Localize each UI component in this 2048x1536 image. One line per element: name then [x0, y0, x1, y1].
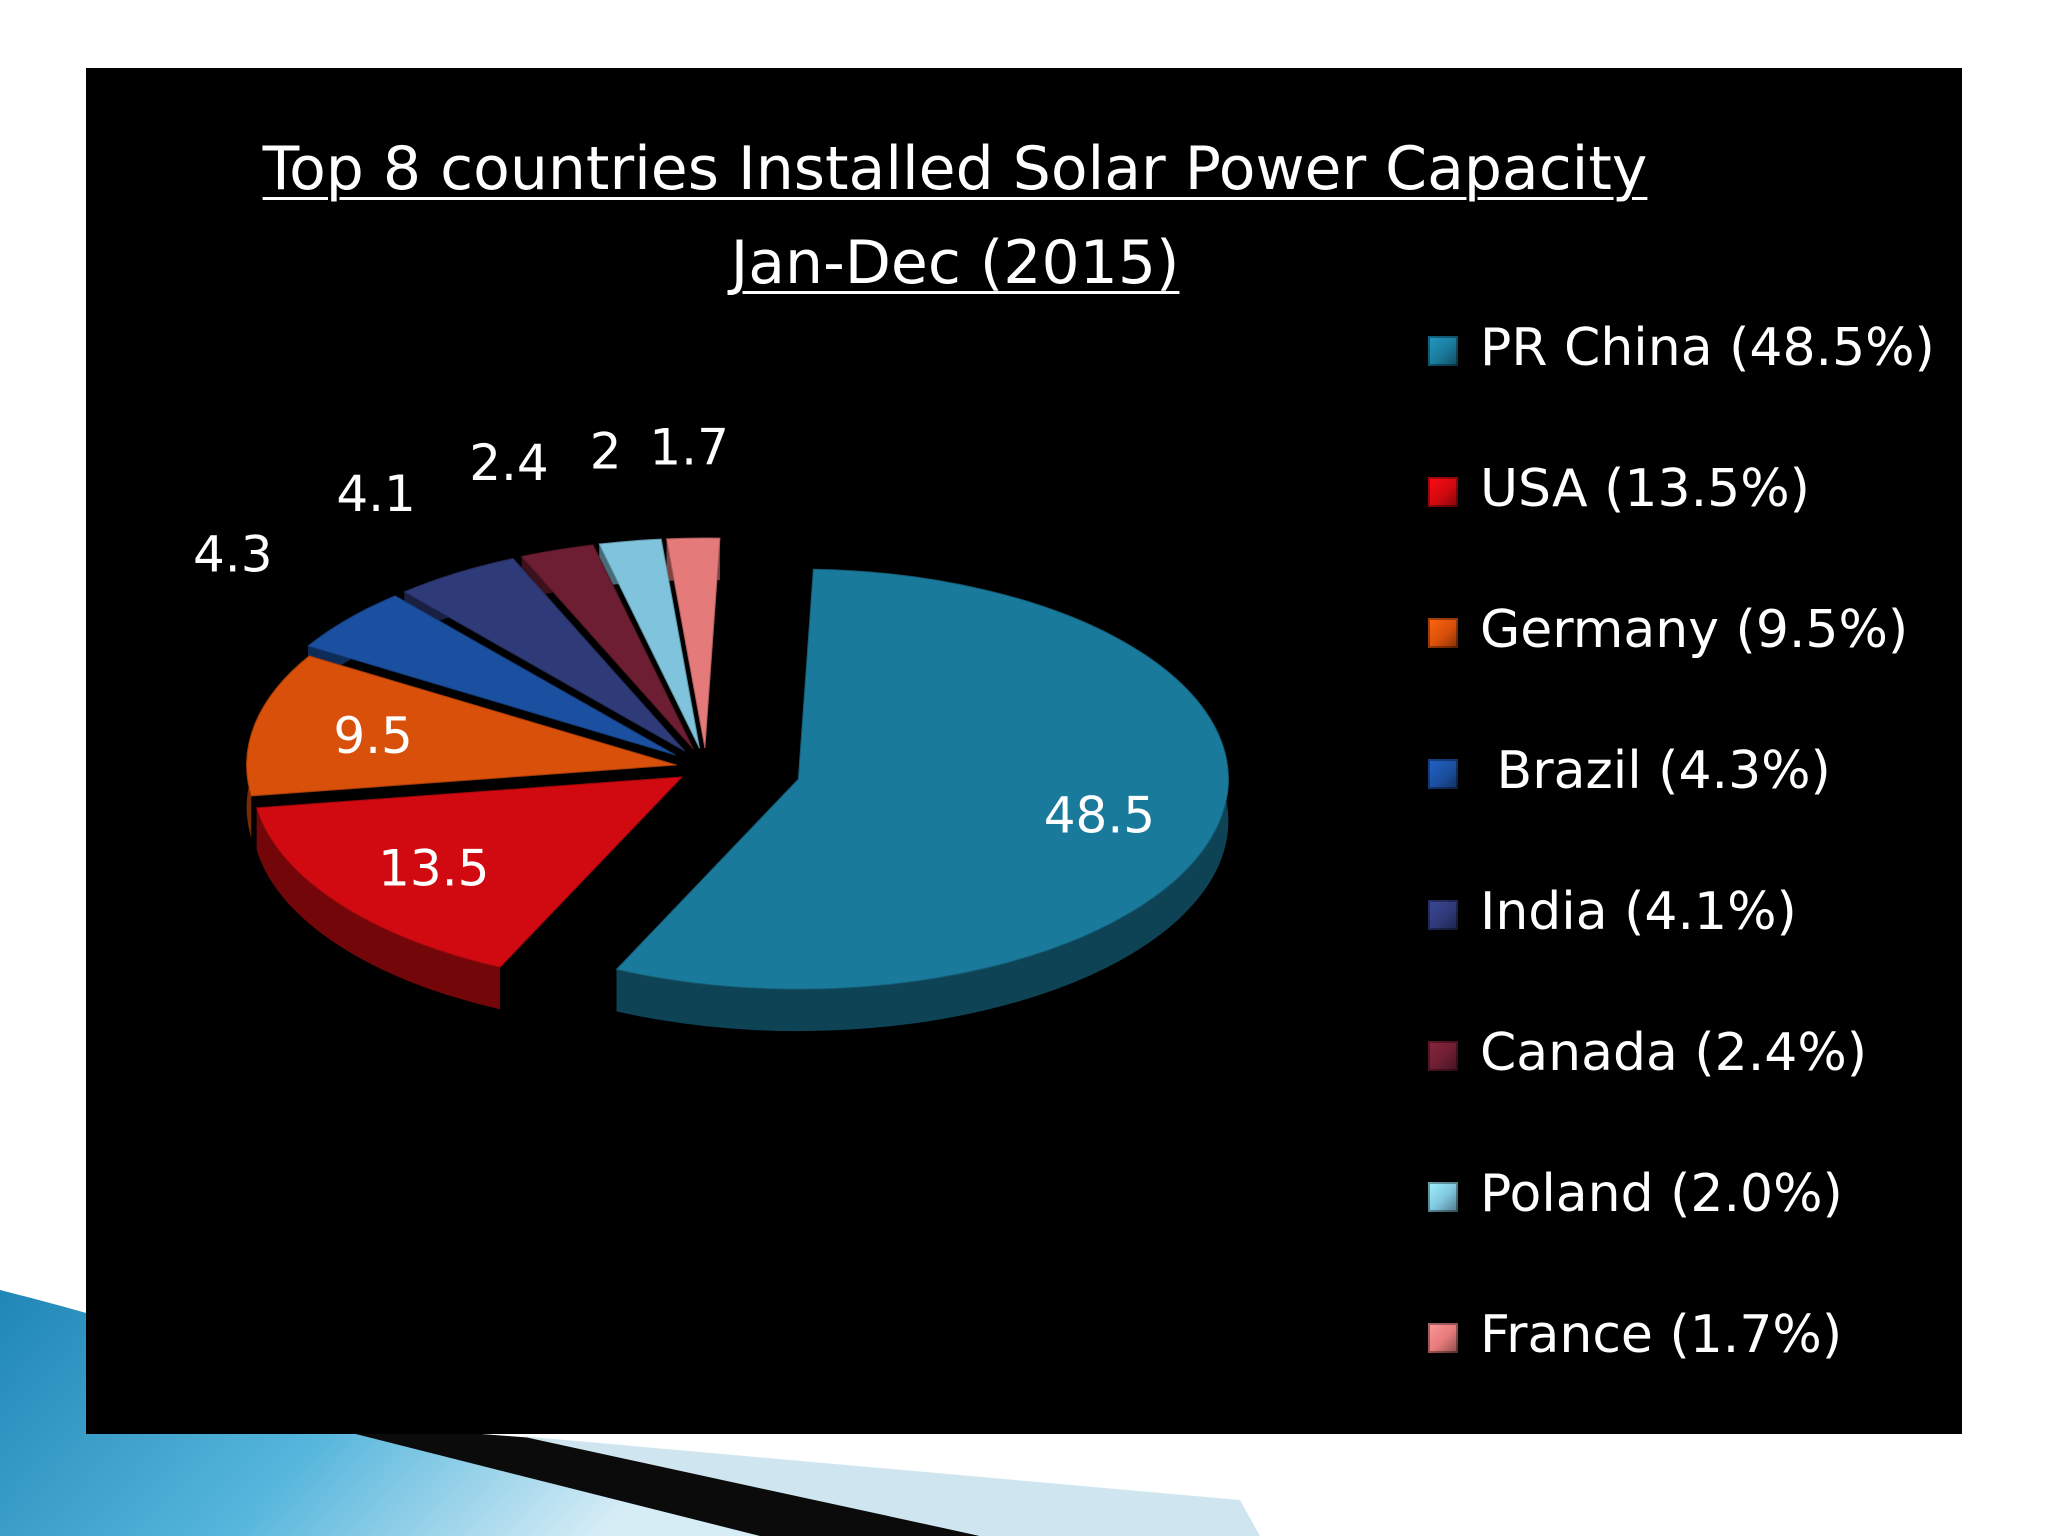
- chart-subtitle: Jan-Dec (2015): [730, 228, 1180, 298]
- legend-label: PR China (48.5%): [1480, 318, 1935, 378]
- pie-slice-france: [665, 537, 721, 749]
- pie-slice-poland: [598, 538, 701, 749]
- legend-swatch: [1428, 1323, 1458, 1353]
- pie-chart: 48.5 13.5 9.5 4.3 4.1 2.4 2 1.7: [193, 419, 1229, 1032]
- pie-slice-germany: [246, 655, 677, 797]
- pie-slice-pr-china: [615, 568, 1229, 990]
- legend-item-canada: Canada (2.4%): [1428, 1023, 1948, 1083]
- legend-label: India (4.1%): [1480, 882, 1797, 942]
- data-label-france: 1.7: [649, 419, 729, 477]
- pie-slice-india: [403, 557, 686, 752]
- data-label-india: 4.1: [336, 465, 416, 523]
- legend-swatch: [1428, 759, 1458, 789]
- legend-swatch: [1428, 336, 1458, 366]
- pie-slice-side-usa: [256, 807, 501, 1010]
- legend-label: Germany (9.5%): [1480, 600, 1909, 660]
- legend-label: Brazil (4.3%): [1480, 741, 1831, 801]
- chart-title: Top 8 countries Installed Solar Power Ca…: [262, 134, 1648, 204]
- pie-slice-brazil: [307, 595, 676, 756]
- legend-swatch: [1428, 900, 1458, 930]
- data-label-canada: 2.4: [469, 434, 549, 492]
- legend-swatch: [1428, 618, 1458, 648]
- legend-label: Canada (2.4%): [1480, 1023, 1868, 1083]
- data-label-germany: 9.5: [333, 707, 413, 765]
- legend-swatch: [1428, 477, 1458, 507]
- legend-label: USA (13.5%): [1480, 459, 1810, 519]
- pie-slice-canada: [520, 544, 694, 750]
- legend-item-france: France (1.7%): [1428, 1305, 1948, 1365]
- legend-item-brazil: Brazil (4.3%): [1428, 741, 1948, 801]
- legend-swatch: [1428, 1041, 1458, 1071]
- legend-label: France (1.7%): [1480, 1305, 1843, 1365]
- legend-swatch: [1428, 1182, 1458, 1212]
- legend-label: Poland (2.0%): [1480, 1164, 1843, 1224]
- legend-item-india: India (4.1%): [1428, 882, 1948, 942]
- legend-item-poland: Poland (2.0%): [1428, 1164, 1948, 1224]
- chart-panel: Top 8 countries Installed Solar Power Ca…: [86, 68, 1962, 1434]
- pie-slice-side-pr-china: [616, 569, 1229, 1032]
- data-label-pr-china: 48.5: [1044, 786, 1155, 844]
- pie-slice-usa: [255, 776, 684, 968]
- data-label-brazil: 4.3: [193, 526, 273, 584]
- legend-item-usa: USA (13.5%): [1428, 459, 1948, 519]
- data-label-poland: 2: [590, 422, 622, 480]
- legend-item-germany: Germany (9.5%): [1428, 600, 1948, 660]
- data-label-usa: 13.5: [378, 839, 489, 897]
- legend-item-pr-china: PR China (48.5%): [1428, 318, 1948, 378]
